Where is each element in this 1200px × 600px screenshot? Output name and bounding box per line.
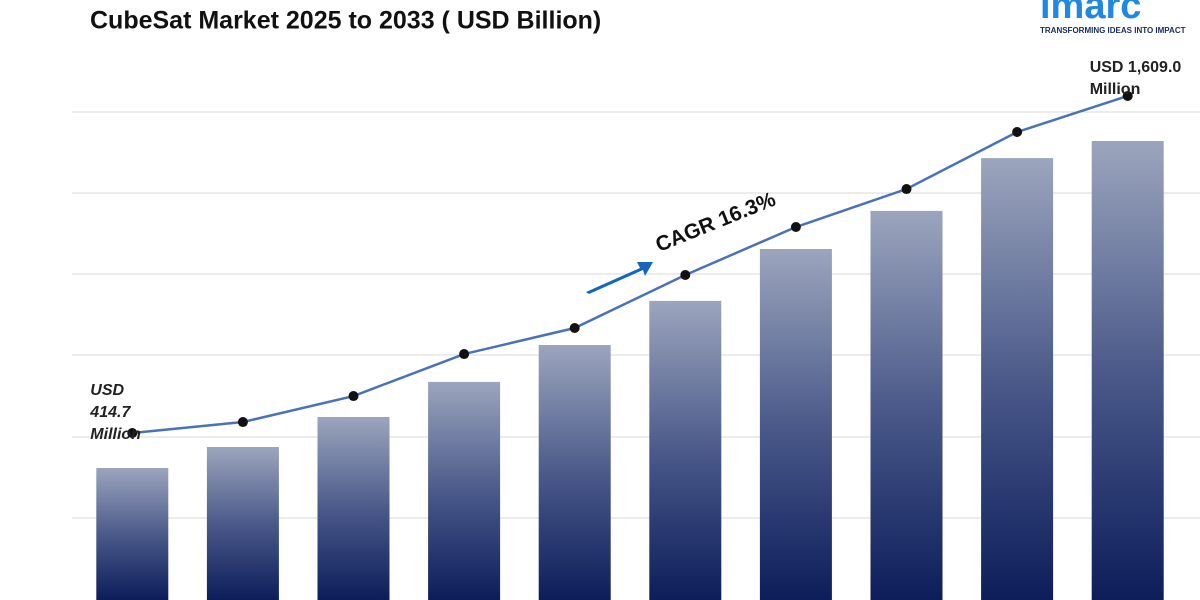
trend-point bbox=[790, 222, 801, 233]
bar bbox=[317, 417, 390, 600]
trend-point bbox=[901, 184, 912, 195]
trend-point bbox=[459, 349, 470, 360]
bar bbox=[870, 210, 943, 600]
trend-point bbox=[348, 391, 359, 402]
trend-point bbox=[569, 323, 580, 334]
bar bbox=[1091, 141, 1164, 600]
cagr-label: CAGR 16.3% bbox=[652, 188, 779, 257]
logo: imarc bbox=[1040, 0, 1141, 27]
trend-line bbox=[132, 94, 1129, 435]
trend-point bbox=[1012, 127, 1023, 138]
bar bbox=[759, 249, 832, 600]
bar bbox=[206, 447, 279, 600]
trend-point bbox=[1122, 90, 1133, 101]
annotation: USD bbox=[90, 382, 124, 399]
annotation: USD 1,609.0 bbox=[1090, 59, 1182, 76]
trend-point bbox=[680, 270, 691, 281]
annotation: Million bbox=[1090, 81, 1141, 98]
annotations: USD 414.7 Million USD 1,609.0 Million bbox=[89, 59, 1181, 443]
logo-tagline: TRANSFORMING IDEAS INTO IMPACT bbox=[1040, 26, 1186, 35]
bar bbox=[981, 158, 1054, 600]
cagr-arrow bbox=[586, 262, 653, 294]
bar bbox=[538, 345, 611, 600]
chart-title: CubeSat Market 2025 to 2033 ( USD Billio… bbox=[90, 7, 601, 35]
annotation: Million bbox=[90, 426, 141, 443]
bar bbox=[649, 300, 722, 600]
trend-point bbox=[237, 417, 248, 428]
trend-point bbox=[127, 428, 138, 439]
bar bbox=[96, 468, 169, 600]
annotation: 414.7 bbox=[89, 404, 131, 421]
bar bbox=[428, 381, 501, 600]
